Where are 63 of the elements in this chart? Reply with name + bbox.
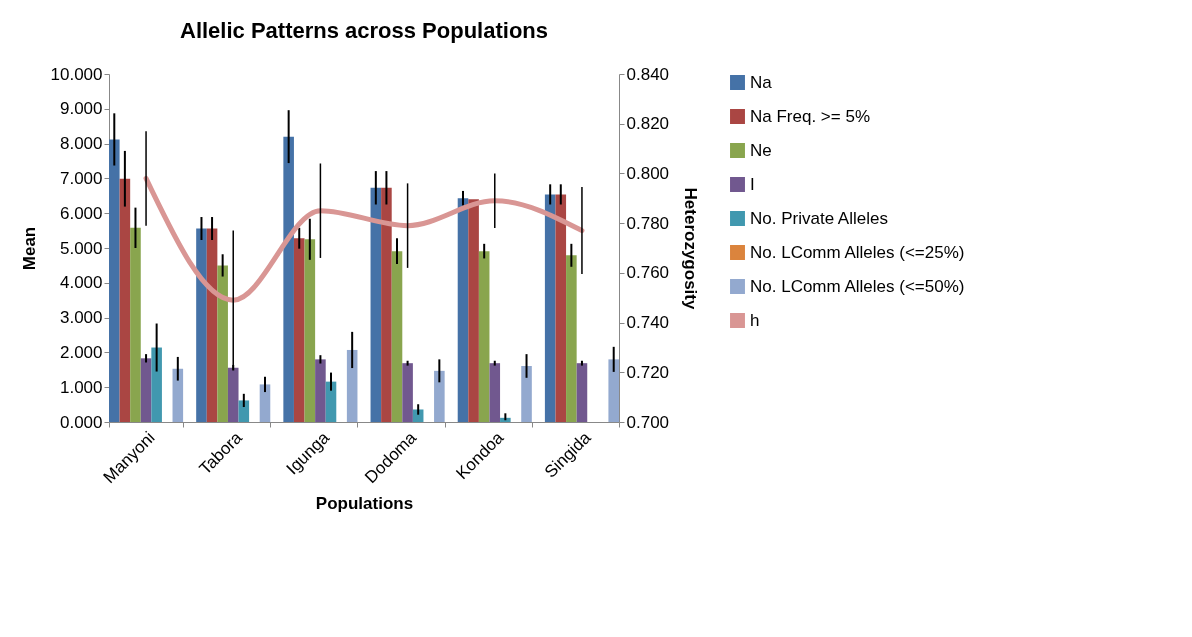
legend-label: No. LComm Alleles (<=50%) [750,276,965,296]
bar [457,198,469,422]
x-axis-title: Populations [315,494,414,514]
bar [478,251,490,422]
chart-title: Allelic Patterns across Populations [179,18,549,43]
legend-label: Ne [750,140,772,160]
bar [196,228,207,422]
bar [566,255,577,422]
bar [283,136,294,422]
y-tick-label: 10.000 [50,64,103,84]
bar [259,384,271,422]
bar [608,359,619,422]
bar [140,358,152,422]
bar [402,363,413,422]
y2-tick-label: 0.780 [626,213,670,233]
bar [227,367,239,422]
y2-tick-label: 0.720 [626,362,670,382]
bar [315,359,326,422]
y2-tick-label: 0.700 [626,412,670,432]
y-tick-label: 9.000 [59,99,103,119]
y2-tick-label: 0.740 [626,313,670,333]
bar [119,178,131,422]
bar [130,227,141,422]
bar [489,363,501,422]
legend-label: No. Private Alleles [750,208,888,228]
y-tick-label: 3.000 [59,308,103,328]
y2-tick-label: 0.760 [626,263,670,283]
bar [576,363,588,422]
y-tick-label: 6.000 [59,203,103,223]
bar [555,194,567,422]
legend-label: Na Freq. >= 5% [750,106,871,126]
bar [172,368,184,422]
y-tick-label: 4.000 [59,273,103,293]
bar [391,251,403,422]
bar [346,349,358,422]
bar [434,370,445,422]
y2-tick-label: 0.820 [626,114,670,134]
y-tick-label: 0.000 [59,412,103,432]
y-tick-label: 1.000 [59,377,103,397]
legend-label: h [750,310,760,330]
bar [151,347,162,422]
bar [370,187,382,422]
bar [544,194,556,422]
y-tick-label: 5.000 [59,238,103,258]
y-axis-title: Mean [19,226,39,271]
legend-label: I [750,174,755,194]
y2-tick-label: 0.800 [626,163,670,183]
y2-tick-label: 0.840 [626,64,670,84]
legend-label: No. LComm Alleles (<=25%) [750,242,965,262]
y-tick-label: 8.000 [59,134,103,154]
y-tick-label: 2.000 [59,342,103,362]
y-tick-label: 7.000 [59,168,103,188]
bar [381,187,392,422]
bar [521,365,532,422]
bar [304,239,316,422]
legend-label: Na [750,72,773,92]
bar [206,228,218,422]
bar [238,400,250,422]
y2-axis-title: Heterozygosity [681,187,701,310]
bar [109,139,120,422]
bar [217,265,228,422]
bar [293,238,305,422]
bar [468,199,479,422]
